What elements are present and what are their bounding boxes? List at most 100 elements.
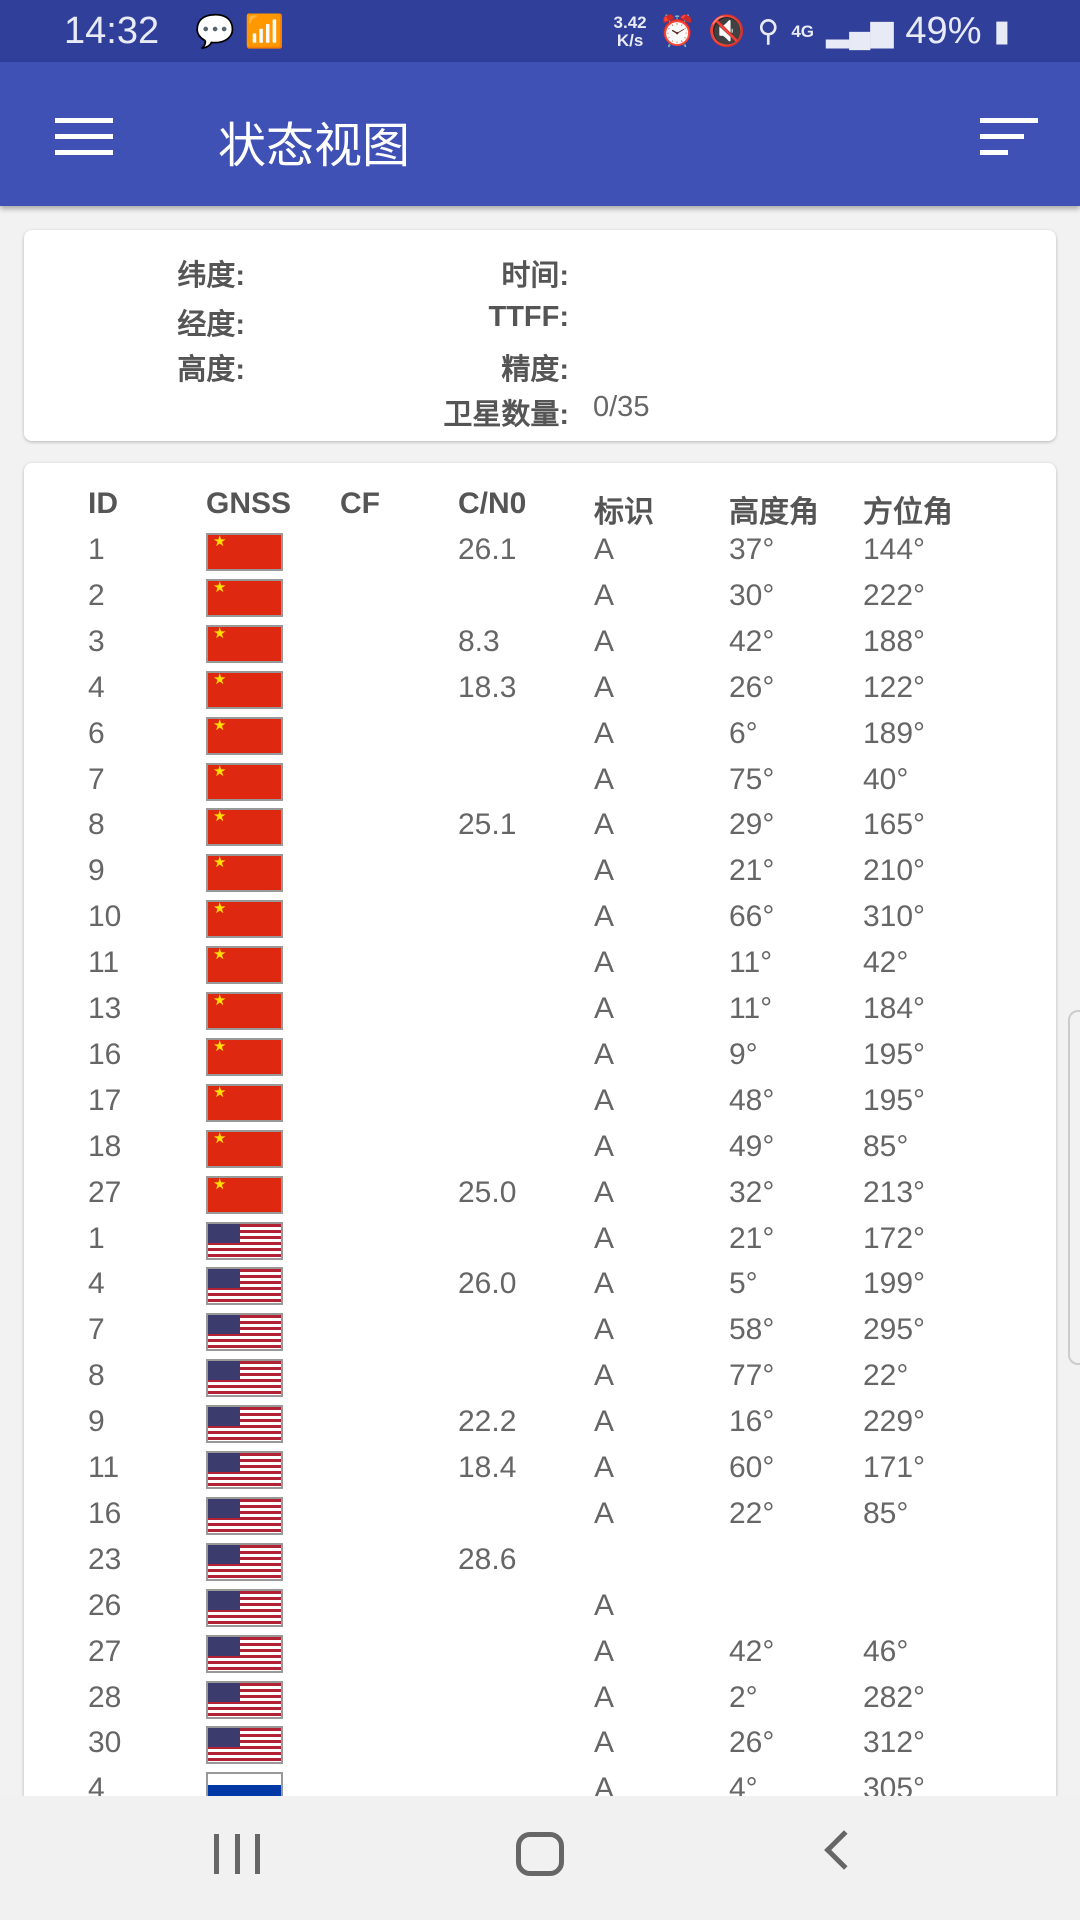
sat-id: 1 [88, 1221, 105, 1255]
page-title: 状态视图 [218, 120, 411, 173]
sat-azimuth: 171° [863, 1451, 926, 1484]
signal-icon: ▂▄▆ [826, 15, 894, 48]
header-cf[interactable]: CF [340, 487, 380, 520]
sat-elevation: 32° [729, 1175, 775, 1209]
sat-flags: A [594, 1634, 615, 1668]
sat-id: 18 [88, 1129, 122, 1163]
china-flag-icon [206, 1037, 283, 1076]
sat-elevation: 30° [729, 578, 775, 612]
sat-elevation: 37° [729, 533, 775, 566]
sat-flags: A [594, 578, 615, 612]
time-label: 时间: [501, 260, 569, 292]
sat-elevation: 2° [729, 1680, 758, 1714]
clock: 14:32 [64, 10, 160, 52]
recent-apps-icon[interactable] [214, 1834, 260, 1874]
back-icon[interactable] [824, 1830, 864, 1870]
header-id[interactable]: ID [88, 487, 118, 520]
table-row: 11 18.4 A 60° 171° [24, 1447, 1056, 1493]
table-row: 2 A 30° 222° [24, 575, 1056, 621]
table-row: 4 18.3 A 26° 122° [24, 667, 1056, 713]
header-azimuth[interactable]: 方位角 [863, 496, 953, 529]
sat-id: 4 [88, 1267, 105, 1301]
china-flag-icon [206, 578, 283, 617]
china-flag-icon [206, 854, 283, 893]
sat-id: 7 [88, 762, 105, 796]
status-bar: 14:32 💬📶 3.42 K/s ⏰ 🔇 ⚲ 4G ▂▄▆ 49% ▮ [0, 0, 1080, 62]
sat-azimuth: 310° [863, 900, 926, 934]
header-elevation[interactable]: 高度角 [729, 496, 819, 529]
header-flags[interactable]: 标识 [594, 496, 654, 529]
usa-flag-icon [206, 1359, 283, 1398]
sat-azimuth: 85° [863, 1129, 909, 1163]
china-flag-icon [206, 1129, 283, 1168]
sat-flags: A [594, 762, 615, 796]
sat-flags: A [594, 1083, 615, 1117]
sat-flags: A [594, 1588, 615, 1622]
sat-flags: A [594, 1359, 615, 1393]
sat-azimuth: 199° [863, 1267, 926, 1301]
sort-icon[interactable] [980, 118, 1038, 155]
table-row: 9 A 21° 210° [24, 850, 1056, 896]
sat-azimuth: 165° [863, 808, 926, 842]
sat-elevation: 21° [729, 1221, 775, 1255]
usa-flag-icon [206, 1221, 283, 1260]
sat-cn0: 26.1 [458, 533, 517, 566]
sat-elevation: 21° [729, 854, 775, 888]
table-row: 26 A [24, 1585, 1056, 1631]
header-cn0[interactable]: C/N0 [458, 487, 527, 520]
net-speed: 3.42 K/s [613, 12, 647, 50]
sat-elevation: 75° [729, 762, 775, 796]
china-flag-icon [206, 716, 283, 755]
china-flag-icon [206, 533, 283, 571]
sat-id: 3 [88, 624, 105, 658]
battery-icon: ▮ [993, 15, 1010, 48]
table-row: 16 A 9° 195° [24, 1034, 1056, 1080]
sat-azimuth: 195° [863, 1083, 926, 1117]
wechat-icon: 💬 [195, 13, 245, 49]
sat-azimuth: 222° [863, 578, 926, 612]
sat-flags: A [594, 533, 615, 566]
sat-cn0: 25.1 [458, 808, 517, 842]
sat-id: 17 [88, 1083, 122, 1117]
sat-flags: A [594, 1405, 615, 1439]
home-icon[interactable] [516, 1832, 564, 1876]
china-flag-icon [206, 1083, 283, 1122]
sat-flags: A [594, 1313, 615, 1347]
app-bar: 状态视图 [0, 62, 1080, 206]
china-flag-icon [206, 992, 283, 1030]
table-row: 3 8.3 A 42° 188° [24, 621, 1056, 667]
latitude-label: 纬度: [177, 260, 245, 292]
usa-flag-icon [206, 1451, 283, 1489]
table-row: 27 A 42° 46° [24, 1631, 1056, 1677]
header-gnss[interactable]: GNSS [206, 487, 292, 520]
wifi-icon: 📶 [244, 13, 295, 49]
usa-flag-icon [206, 1680, 283, 1719]
sat-flags: A [594, 624, 615, 658]
sat-id: 16 [88, 1037, 122, 1071]
sat-flags: A [594, 808, 615, 842]
sat-id: 13 [88, 992, 122, 1025]
sat-azimuth: 46° [863, 1634, 909, 1668]
sat-id: 10 [88, 900, 122, 934]
sat-flags: A [594, 670, 615, 704]
sat-flags: A [594, 900, 615, 934]
sat-azimuth: 188° [863, 624, 926, 658]
sat-azimuth: 312° [863, 1726, 926, 1760]
usa-flag-icon [206, 1405, 283, 1444]
sat-id: 16 [88, 1496, 122, 1530]
satellites-value: 0/35 [593, 391, 650, 423]
sat-elevation: 42° [729, 1634, 775, 1668]
usa-flag-icon [206, 1634, 283, 1673]
sat-elevation: 77° [729, 1359, 775, 1393]
hamburger-icon[interactable] [55, 118, 113, 155]
sat-azimuth: 122° [863, 670, 926, 704]
sat-flags: A [594, 854, 615, 888]
china-flag-icon [206, 762, 283, 801]
scrollbar[interactable] [1068, 1010, 1080, 1365]
sat-elevation: 66° [729, 900, 775, 934]
sat-flags: A [594, 1267, 615, 1301]
sat-id: 11 [88, 1451, 120, 1484]
sat-id: 27 [88, 1634, 122, 1668]
sat-elevation: 29° [729, 808, 775, 842]
sat-id: 1 [88, 533, 105, 566]
